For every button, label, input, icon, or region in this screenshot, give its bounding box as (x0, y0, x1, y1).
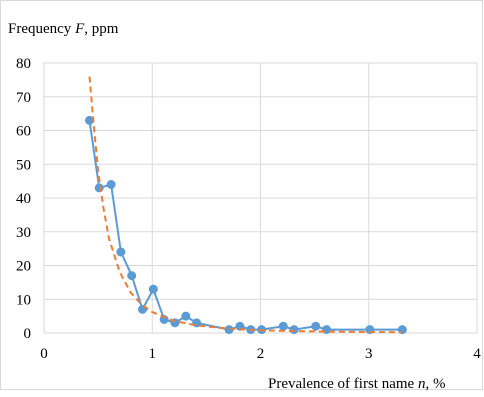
data-point-marker (106, 180, 116, 189)
data-point-marker (289, 325, 299, 335)
data-point-marker (311, 321, 321, 331)
y-tick-label: 80 (16, 56, 31, 72)
data-point-marker (94, 183, 104, 193)
x-axis-title: Prevalence of first name n, % (268, 376, 445, 392)
fit-curve-line (88, 76, 402, 334)
y-tick-label: 30 (16, 225, 31, 241)
gridlines (43, 62, 478, 334)
y-tick-label: 70 (16, 90, 31, 106)
data-point-marker (116, 247, 126, 257)
tick-labels: 0 10 20 30 40 50 60 70 80 0 1 2 3 4 (16, 56, 481, 362)
y-tick-label: 60 (16, 124, 31, 140)
x-tick-label: 0 (40, 346, 48, 362)
y-tick-label: 10 (16, 292, 31, 308)
y-tick-label: 40 (16, 191, 31, 207)
data-point-marker (278, 321, 288, 331)
y-tick-label: 20 (16, 259, 31, 275)
y-tick-label: 50 (16, 157, 31, 173)
x-tick-label: 1 (149, 346, 157, 362)
x-tick-label: 2 (257, 346, 265, 362)
x-tick-label: 3 (365, 346, 373, 362)
data-point-marker (181, 311, 191, 321)
y-axis-title: Frequency F, ppm (8, 21, 119, 37)
y-tick-label: 0 (24, 326, 32, 342)
data-point-marker (148, 284, 158, 294)
data-point-marker (127, 271, 137, 281)
x-tick-label: 4 (473, 346, 481, 362)
series (84, 76, 407, 335)
